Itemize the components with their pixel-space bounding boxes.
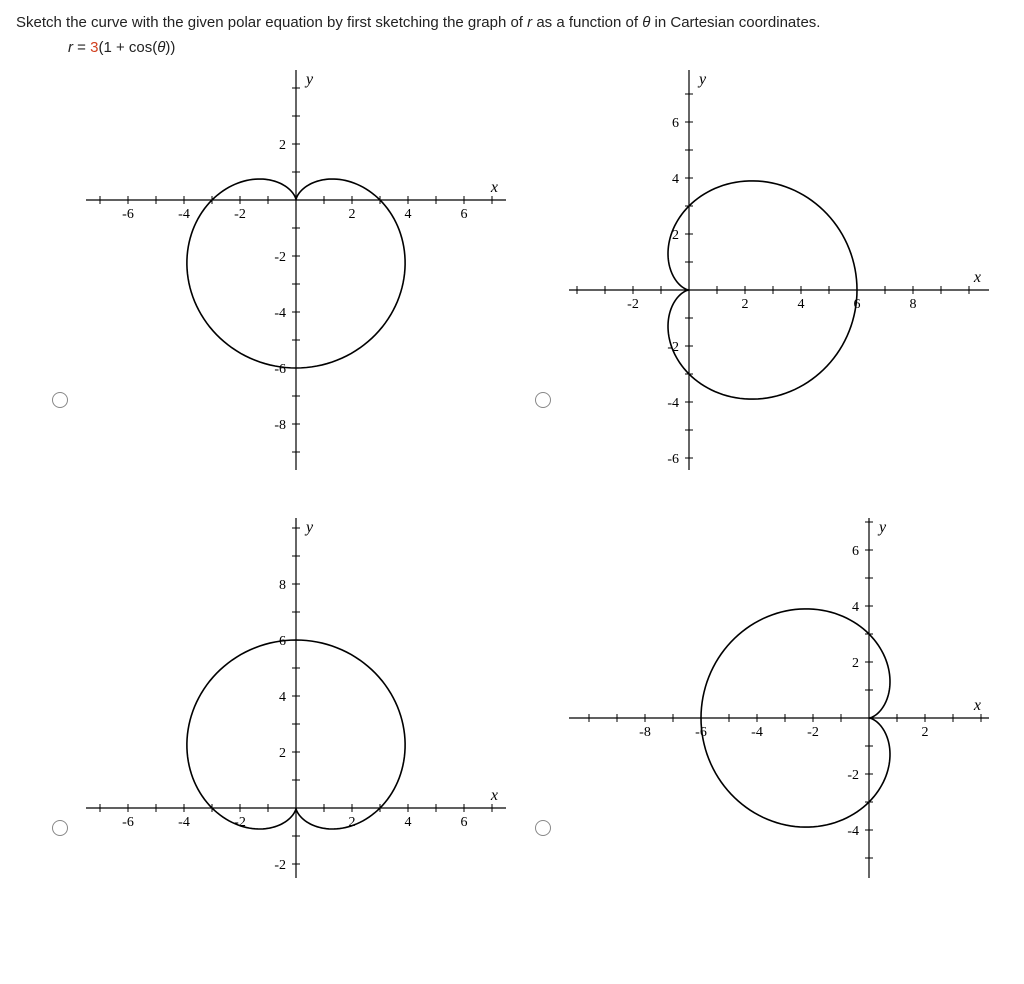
svg-text:-8: -8 xyxy=(274,418,286,433)
svg-text:-2: -2 xyxy=(234,815,246,830)
svg-text:x: x xyxy=(973,269,981,286)
svg-text:y: y xyxy=(304,519,314,536)
svg-text:-2: -2 xyxy=(274,250,286,265)
svg-text:-2: -2 xyxy=(627,297,639,312)
svg-text:-6: -6 xyxy=(122,815,134,830)
svg-text:-2: -2 xyxy=(234,207,246,222)
svg-text:8: 8 xyxy=(910,297,917,312)
prompt-r: r xyxy=(527,14,532,31)
svg-text:x: x xyxy=(490,787,498,804)
option-A: -6 -4 -2 2 4 6 2 -2 -4 -6 -8 x y xyxy=(52,70,525,470)
svg-text:4: 4 xyxy=(405,207,412,222)
option-C: -6-4-22468642-2xy xyxy=(52,498,525,898)
svg-text:4: 4 xyxy=(279,690,286,705)
chart-A: -6 -4 -2 2 4 6 2 -2 -4 -6 -8 x y xyxy=(86,70,506,470)
svg-text:2: 2 xyxy=(349,207,356,222)
svg-text:2: 2 xyxy=(852,656,859,671)
svg-text:-4: -4 xyxy=(667,396,679,411)
equation-close: )) xyxy=(165,39,175,56)
question-prompt: Sketch the curve with the given polar eq… xyxy=(16,12,1008,33)
equation-rest: (1 + cos( xyxy=(98,39,157,56)
svg-text:-2: -2 xyxy=(807,725,819,740)
prompt-theta: θ xyxy=(642,14,650,31)
svg-text:2: 2 xyxy=(279,746,286,761)
chart-C: -6-4-22468642-2xy xyxy=(86,518,506,878)
equation-eq: = xyxy=(73,39,90,56)
prompt-part1: Sketch the curve with the given polar eq… xyxy=(16,14,527,31)
option-B: -22468642-2-4-6xy xyxy=(535,70,1008,470)
svg-text:-4: -4 xyxy=(751,725,763,740)
svg-text:8: 8 xyxy=(279,578,286,593)
chart-B: -22468642-2-4-6xy xyxy=(569,70,989,470)
svg-text:6: 6 xyxy=(461,207,468,222)
svg-text:-6: -6 xyxy=(274,362,286,377)
svg-text:y: y xyxy=(877,519,887,536)
answer-grid: -6 -4 -2 2 4 6 2 -2 -4 -6 -8 x y -2 2 4 6 8 6 4 2 -2 -4 -6 x y -… xyxy=(52,70,1008,898)
option-A-radio[interactable] xyxy=(52,392,68,408)
svg-text:-4: -4 xyxy=(847,824,859,839)
svg-text:-4: -4 xyxy=(178,207,190,222)
svg-text:6: 6 xyxy=(672,116,679,131)
chart-D: -8-6-4-22642-2-4xy xyxy=(569,518,989,878)
svg-text:-6: -6 xyxy=(122,207,134,222)
svg-text:4: 4 xyxy=(852,600,859,615)
svg-text:y: y xyxy=(304,71,314,88)
svg-text:-4: -4 xyxy=(274,306,286,321)
svg-text:2: 2 xyxy=(922,725,929,740)
svg-text:y: y xyxy=(697,71,707,88)
svg-text:4: 4 xyxy=(798,297,805,312)
svg-text:4: 4 xyxy=(405,815,412,830)
equation: r = 3(1 + cos(θ)) xyxy=(68,39,1008,56)
svg-text:2: 2 xyxy=(742,297,749,312)
svg-text:6: 6 xyxy=(461,815,468,830)
option-C-radio[interactable] xyxy=(52,820,68,836)
svg-text:-8: -8 xyxy=(639,725,651,740)
option-B-radio[interactable] xyxy=(535,392,551,408)
option-D-radio[interactable] xyxy=(535,820,551,836)
option-D: -8-6-4-22642-2-4xy xyxy=(535,498,1008,898)
svg-text:2: 2 xyxy=(349,815,356,830)
svg-text:6: 6 xyxy=(852,544,859,559)
svg-text:-6: -6 xyxy=(667,452,679,467)
svg-text:4: 4 xyxy=(672,172,679,187)
prompt-part3: in Cartesian coordinates. xyxy=(655,14,821,31)
svg-text:x: x xyxy=(973,697,981,714)
svg-text:-4: -4 xyxy=(178,815,190,830)
svg-text:-2: -2 xyxy=(274,858,286,873)
svg-text:x: x xyxy=(490,179,498,196)
svg-text:2: 2 xyxy=(279,138,286,153)
svg-text:-2: -2 xyxy=(667,340,679,355)
prompt-part2: as a function of xyxy=(536,14,642,31)
svg-text:-2: -2 xyxy=(847,768,859,783)
